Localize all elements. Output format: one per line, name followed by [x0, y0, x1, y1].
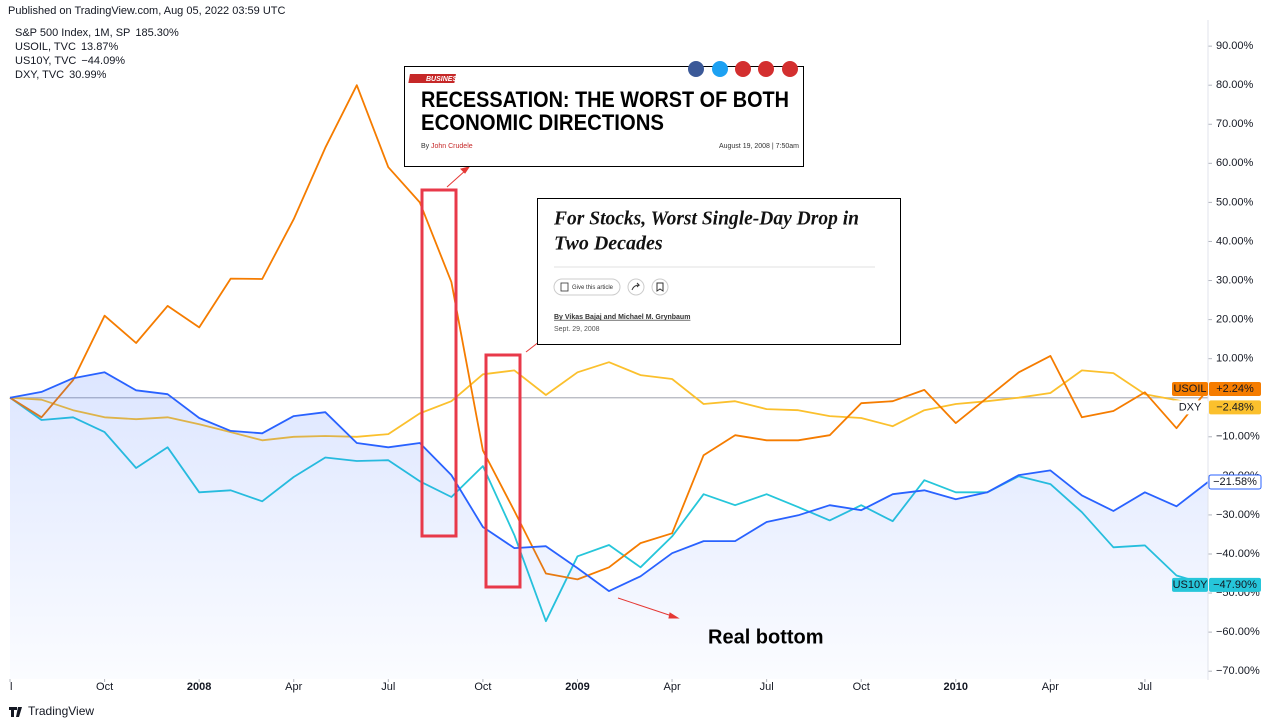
author: John Crudele	[431, 143, 473, 150]
headline: For Stocks, Worst Single-Day Drop in	[553, 208, 859, 230]
series-tag	[1172, 381, 1208, 396]
y-tick-label: −10.00%	[1216, 431, 1260, 443]
y-tick-label: −70.00%	[1216, 665, 1260, 677]
x-tick-label: Oct	[474, 681, 491, 693]
legend-name: S&P 500 Index, 1M, SP	[15, 27, 130, 39]
value-tags: −21.58% +2.24% USOIL −47.90% US10Y −2.48% DXY	[1172, 381, 1262, 592]
legend-value: 13.87%	[81, 41, 119, 53]
byline: By	[421, 143, 430, 150]
gift-icon	[560, 282, 569, 292]
plot-area: 90.00% 80.00% 70.00% 60.00% 50.00% 40.00% 30.0…	[9, 27, 1260, 693]
legend-name: USOIL, TVC	[15, 41, 76, 53]
series-line	[9, 371, 1209, 592]
series-tag-label: US10Y	[1173, 579, 1209, 591]
y-tick-label: 30.00%	[1216, 274, 1254, 286]
area	[10, 372, 1208, 679]
value-tag-label: −2.48%	[1216, 401, 1254, 413]
series-tag	[1172, 577, 1208, 592]
save-icon[interactable]	[651, 278, 669, 296]
date: August 19, 2008 | 7:50am	[719, 143, 799, 150]
share-icons	[688, 61, 798, 77]
y-tick-label: 10.00%	[1216, 353, 1254, 365]
footer: TradingView	[28, 704, 94, 718]
save-glyph	[656, 282, 664, 292]
headline: RECESSATION: THE WORST OF BOTH	[421, 87, 789, 112]
value-tag	[1209, 577, 1261, 592]
y-tick-label: 80.00%	[1216, 79, 1254, 91]
y-tick-label: 90.00%	[1216, 40, 1254, 52]
byline: By Vikas Bajaj and Michael M. Grynbaum	[554, 314, 690, 321]
value-tag-label: +2.24%	[1216, 383, 1254, 395]
y-tick-label: −30.00%	[1216, 509, 1260, 521]
x-tick-label: Jul	[381, 681, 395, 693]
section: BUSINESS	[426, 76, 462, 83]
logo	[9, 707, 22, 717]
highlight	[420, 188, 458, 538]
x-tick-label: Apr	[1042, 681, 1059, 693]
series-line	[9, 84, 1209, 581]
series-tag-label: USOIL	[1173, 383, 1206, 395]
y-tick-label: 20.00%	[1216, 314, 1254, 326]
y-tick-label: −40.00%	[1216, 548, 1260, 560]
x-tick-label: Jul	[1138, 681, 1152, 693]
date: Sept. 29, 2008	[554, 326, 600, 333]
article-card	[404, 66, 804, 167]
share-icon[interactable]	[627, 278, 645, 296]
value-tag-label: −47.90%	[1213, 579, 1257, 591]
legend-value: 185.30%	[135, 27, 179, 39]
header: Published on TradingView.com, Aug 05, 20…	[8, 5, 285, 17]
legend-name: DXY, TVC	[15, 69, 64, 81]
y-tick-label: −60.00%	[1216, 626, 1260, 638]
series-tag-label: DXY	[1179, 401, 1202, 413]
note: Real bottom	[708, 626, 824, 648]
y-tick-label: 60.00%	[1216, 157, 1254, 169]
value-tag	[1209, 381, 1261, 396]
x-tick-label: Oct	[853, 681, 870, 693]
series-tag	[1172, 400, 1208, 415]
x-tick-label: Apr	[285, 681, 302, 693]
x-tick-label: Oct	[96, 681, 113, 693]
value-tag	[1209, 400, 1261, 415]
overlay: Real bottom BUSINESS RECESSATION: THE WO…	[404, 61, 901, 648]
legend-value: −44.09%	[81, 55, 125, 67]
share-label: Give this article	[572, 285, 614, 291]
value-tag-label: −21.58%	[1213, 476, 1257, 488]
headline: ECONOMIC DIRECTIONS	[421, 110, 664, 135]
y-tick-label: 40.00%	[1216, 235, 1254, 247]
headline: Two Decades	[554, 233, 663, 255]
legend-value: 30.99%	[69, 69, 107, 81]
article-card	[537, 198, 901, 345]
share-glyph	[631, 282, 641, 291]
x-tick-label: l	[10, 681, 12, 693]
legend-name: US10Y, TVC	[15, 55, 76, 67]
highlight	[484, 353, 522, 589]
share-button[interactable]	[553, 278, 621, 296]
x-tick-label: Apr	[663, 681, 680, 693]
section-tag	[408, 74, 456, 83]
value-tag	[1208, 474, 1262, 490]
x-tick-label: 2008	[187, 681, 211, 693]
x-tick-label: 2010	[944, 681, 968, 693]
y-tick-label: 50.00%	[1216, 196, 1254, 208]
x-tick-label: Jul	[760, 681, 774, 693]
x-tick-label: 2009	[565, 681, 589, 693]
y-tick-label: 70.00%	[1216, 118, 1254, 130]
